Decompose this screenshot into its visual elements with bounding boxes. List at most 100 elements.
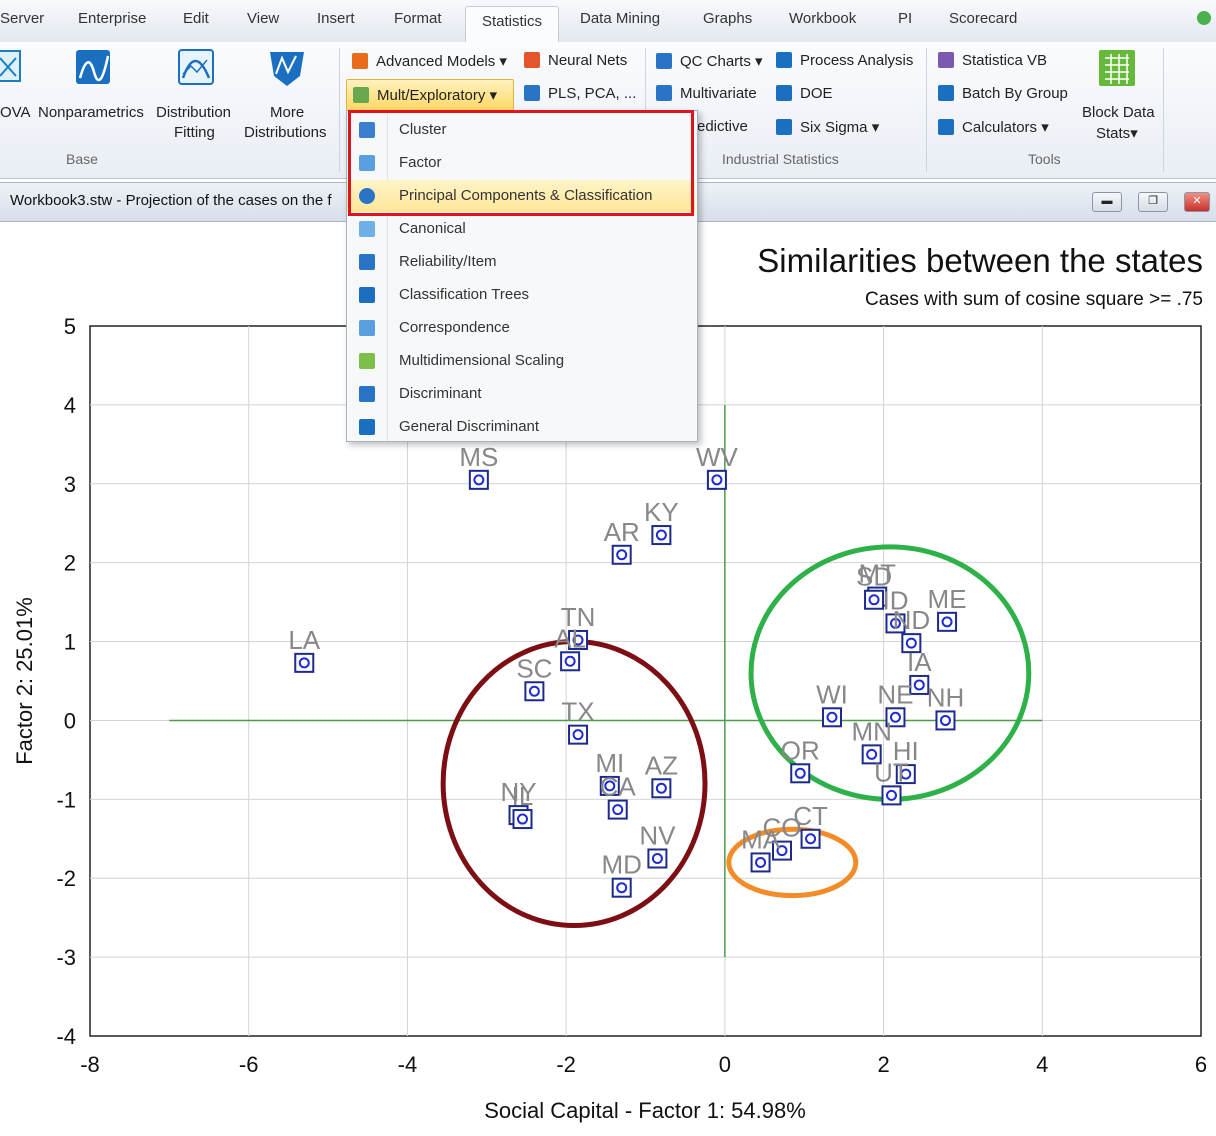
point-marker-dot [612,804,624,816]
point-marker-dot [889,617,901,629]
menu-item-principal-components[interactable]: Principal Components & Classification [347,180,695,212]
data-point-wv: WV [696,442,739,490]
point-marker-dot [651,853,663,864]
block-data-label-1: Block Data [1082,104,1155,121]
mult-exploratory-label: Mult/Exploratory [377,87,486,104]
six-sigma-icon [776,119,792,135]
y-tick-label: 1 [64,630,76,655]
point-label: OR [781,735,820,765]
menu-item-label: General Discriminant [399,418,540,435]
block-data-stats-button[interactable] [1097,48,1139,94]
restore-button[interactable]: ❐ [1138,192,1168,212]
tab-view[interactable]: View [247,10,280,27]
point-marker-dot [655,782,667,794]
point-label: NY [500,777,536,807]
anova-label: OVA [0,104,31,121]
tab-insert[interactable]: Insert [317,10,355,27]
y-tick-labels: -4 -3 -2 -1 0 1 2 3 4 5 [56,314,76,1049]
close-button[interactable]: ✕ [1184,192,1210,212]
y-tick-label: 4 [64,393,76,418]
more-distributions-button[interactable] [266,46,308,92]
statistica-vb-button[interactable]: Statistica VB [938,52,1047,69]
anova-button[interactable] [0,48,26,90]
point-marker-dot [528,685,540,697]
mult-exploratory-button[interactable]: Mult/Exploratory ▾ [346,79,514,111]
point-marker [647,848,668,869]
batch-by-group-button[interactable]: Batch By Group [938,85,1068,102]
advanced-models-button[interactable]: Advanced Models ▾ [352,52,507,70]
point-label: AL [554,623,586,653]
point-marker [611,544,632,565]
doe-icon [776,85,792,101]
advanced-models-icon [352,53,368,69]
nonparametrics-button[interactable] [74,48,114,92]
pls-pca-button[interactable]: PLS, PCA, ... [524,85,636,102]
predictive-button[interactable]: edictive [697,118,748,135]
correspondence-icon [359,320,375,336]
menu-item-factor[interactable]: Factor [347,147,695,179]
point-marker [607,799,628,820]
menu-item-correspondence[interactable]: Correspondence [347,312,695,344]
distribution-fitting-button[interactable] [177,48,217,92]
canonical-icon [359,221,375,237]
point-marker [750,852,771,873]
point-label: CT [793,801,828,831]
point-marker-dot [711,474,723,486]
data-point-co: CO [762,813,801,861]
point-label: CA [600,772,637,802]
menu-item-reliability[interactable]: Reliability/Item [347,246,695,278]
group-separator [926,48,927,172]
multivariate-button[interactable]: Multivariate [656,85,757,102]
data-point-ne: NE [877,679,914,728]
menu-item-canonical[interactable]: Canonical [347,213,695,245]
minimize-button[interactable]: ▬ [1092,192,1122,212]
doe-button[interactable]: DOE [776,85,833,102]
group-label-industrial: Industrial Statistics [722,151,839,167]
tab-scorecard[interactable]: Scorecard [949,10,1018,27]
neural-nets-button[interactable]: Neural Nets [524,52,627,69]
tab-format[interactable]: Format [394,10,442,27]
tab-statistics[interactable]: Statistics [465,6,560,42]
x-tick-label: -6 [239,1052,259,1077]
cluster-ellipse [726,826,859,899]
point-label: WI [816,679,848,709]
tab-data-mining[interactable]: Data Mining [580,10,661,27]
tab-server[interactable]: Server [0,10,45,27]
calculators-button[interactable]: Calculators ▾ [938,118,1049,136]
tab-enterprise[interactable]: Enterprise [78,10,147,27]
point-marker [611,877,632,898]
menu-item-multidimensional-scaling[interactable]: Multidimensional Scaling [347,345,695,377]
menu-item-classification-trees[interactable]: Classification Trees [347,279,695,311]
point-label: KY [644,497,679,527]
document-title: Workbook3.stw - Projection of the cases … [10,192,332,209]
tab-workbook[interactable]: Workbook [789,10,857,27]
neural-nets-icon [524,52,540,68]
process-analysis-icon [776,52,792,68]
point-label: NE [877,679,913,709]
point-marker-dot [604,780,616,792]
tab-edit[interactable]: Edit [183,10,209,27]
point-marker-dot [655,529,667,541]
data-point-ca: CA [600,772,637,820]
process-analysis-button[interactable]: Process Analysis [776,52,913,69]
x-tick-labels: -8 -6 -4 -2 0 2 4 6 [80,1052,1207,1077]
chart-subtitle: Cases with sum of cosine square >= .75 [865,289,1203,310]
point-marker [901,633,922,654]
menu-item-general-discriminant[interactable]: General Discriminant [347,411,695,443]
data-point-az: AZ [645,750,678,799]
menu-item-cluster[interactable]: Cluster [347,114,695,146]
point-marker [706,469,727,490]
tab-graphs[interactable]: Graphs [703,10,753,27]
point-marker [861,744,882,765]
y-tick-label: -4 [56,1024,76,1049]
menu-item-discriminant[interactable]: Discriminant [347,378,695,410]
six-sigma-button[interactable]: Six Sigma ▾ [776,118,879,136]
more-distributions-icon [270,52,304,86]
tab-pi[interactable]: PI [898,10,913,27]
restore-icon: ❐ [1148,195,1158,207]
qc-charts-button[interactable]: QC Charts ▾ [656,52,763,70]
menu-item-label: Correspondence [399,319,510,336]
statistica-vb-icon [938,52,954,68]
data-point-ct: CT [793,801,828,849]
anova-icon [0,50,21,82]
